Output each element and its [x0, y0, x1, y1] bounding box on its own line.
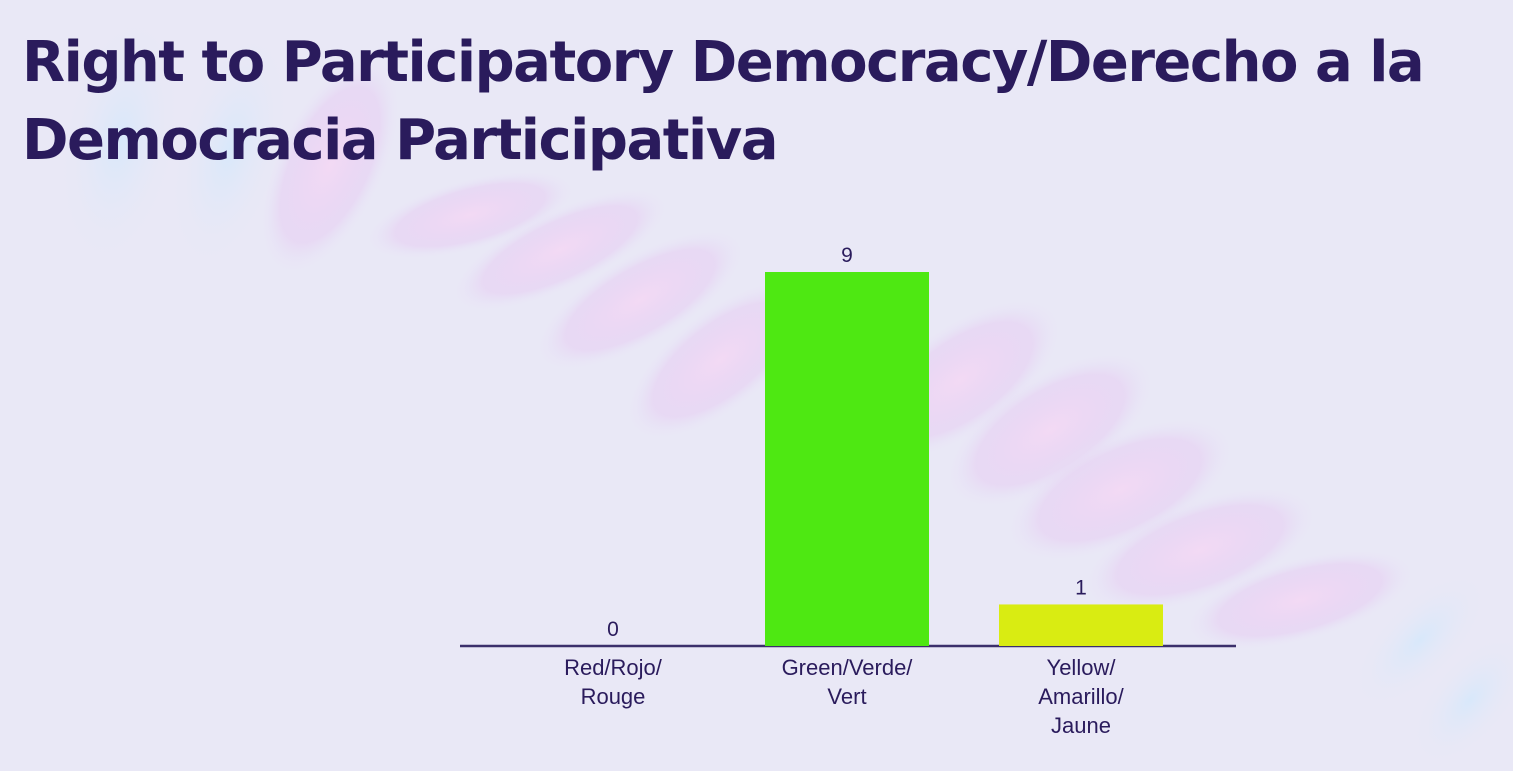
slide-title: Right to Participatory Democracy/Derecho…: [22, 30, 1425, 173]
data-label-2: 1: [1075, 576, 1087, 599]
data-label-1: 9: [841, 244, 853, 267]
category-label-1-line-1: Vert: [827, 684, 866, 709]
bar-1: [765, 272, 929, 646]
data-label-0: 0: [607, 618, 619, 641]
category-label-2-line-1: Amarillo/: [1038, 684, 1124, 709]
category-label-0-line-1: Rouge: [581, 684, 646, 709]
category-label-0-line-0: Red/Rojo/: [564, 655, 663, 680]
bar-2: [999, 604, 1163, 646]
petal-swirl: [56, 11, 1513, 767]
category-label-1-line-0: Green/Verde/: [782, 655, 914, 680]
category-label-2-line-0: Yellow/: [1047, 655, 1117, 680]
category-label-2-line-2: Jaune: [1051, 713, 1111, 738]
